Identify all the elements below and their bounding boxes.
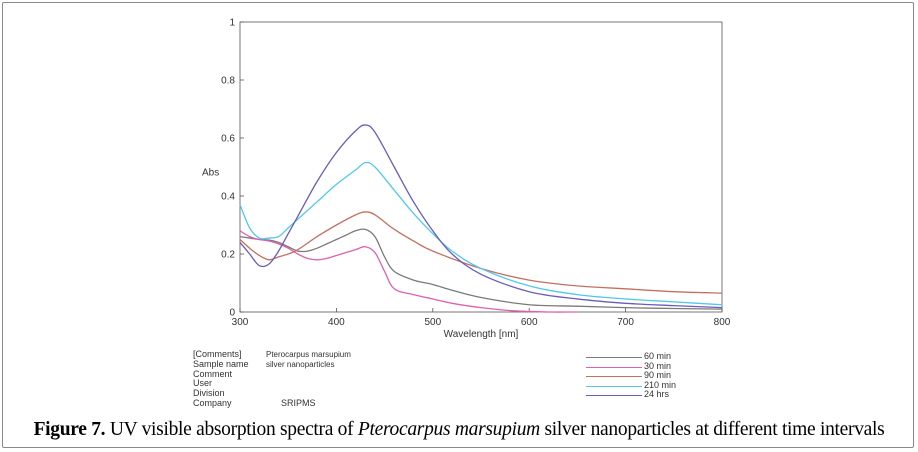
legend-label: 210 min: [644, 379, 677, 390]
y-tick-label: 0.2: [221, 250, 235, 261]
x-axis-label: Wavelength [nm]: [444, 329, 519, 340]
legend-swatch: [586, 395, 642, 396]
chart-legend: 60 min 30 min 90 min 210 min 24 hrs: [586, 351, 716, 400]
legend-swatch: [586, 357, 642, 358]
legend-swatch: [586, 366, 642, 368]
chart-axes: 300 400 500 600 700 800 0 0.2 0.4 0.6 0.8 1 Waveleng…: [202, 18, 731, 341]
series-line-210-min: [239, 161, 723, 306]
x-tick-label: 700: [617, 317, 634, 328]
y-tick-label: 0.6: [221, 134, 235, 145]
x-tick-label: 500: [424, 317, 441, 328]
series-line-90-min: [239, 211, 723, 294]
y-tick-label: 0.8: [221, 76, 235, 87]
meta-key: Sample name: [193, 358, 249, 369]
legend-item: 30 min: [586, 360, 716, 372]
legend-item: 210 min: [586, 379, 716, 391]
x-tick-label: 600: [521, 317, 538, 328]
series-line-60-min: [239, 228, 723, 310]
legend-swatch: [586, 376, 642, 377]
meta-row-user: User: [193, 379, 265, 389]
y-axis-label: Abs: [202, 168, 219, 179]
meta-row-comment: Comment: [193, 368, 265, 380]
legend-swatch: [586, 385, 642, 387]
y-tick-label: 1: [229, 18, 235, 29]
meta-row-division: Division: [193, 388, 265, 399]
meta-key: Company: [193, 397, 232, 408]
series-line-24-hrs: [239, 124, 723, 309]
series-line-30-min: [239, 230, 578, 313]
meta-row-comments: [Comments] Pterocarpus marsupium: [193, 349, 351, 360]
legend-label: 24 hrs: [644, 389, 670, 399]
legend-item: 90 min: [586, 370, 716, 381]
x-tick-label: 300: [232, 317, 249, 328]
meta-row-company: Company SRIPMS: [193, 397, 316, 409]
sample-metadata: [Comments] Pterocarpus marsupium Sample n…: [193, 349, 351, 409]
legend-label: 30 min: [644, 360, 672, 371]
legend-item: 24 hrs: [586, 389, 716, 400]
y-tick-label: 0: [229, 308, 235, 319]
meta-key: Comment: [193, 368, 233, 379]
x-tick-label: 400: [328, 317, 345, 328]
y-tick-label: 0.4: [221, 192, 235, 203]
caption-text: UV visible absorption spectra of: [105, 419, 358, 440]
meta-key: Division: [193, 388, 225, 399]
meta-value: SRIPMS: [281, 397, 316, 408]
absorption-chart: 300 400 500 600 700 800 0 0.2 0.4 0.6 0.8 1 Waveleng…: [202, 18, 731, 341]
meta-row-sample-name: Sample name silver nanoparticles: [193, 358, 334, 370]
legend-item: 60 min: [586, 351, 716, 362]
meta-value: silver nanoparticles: [266, 359, 335, 369]
meta-key: User: [193, 378, 213, 389]
caption-text: silver nanoparticles at different time i…: [539, 419, 885, 440]
caption-label: Figure 7.: [33, 419, 106, 440]
meta-value: Pterocarpus marsupium: [266, 350, 351, 359]
x-tick-label: 800: [714, 317, 731, 328]
legend-label: 90 min: [644, 370, 672, 380]
chart-series: [239, 124, 723, 313]
meta-key: [Comments]: [193, 349, 242, 359]
plot-area: [239, 21, 723, 313]
legend-label: 60 min: [644, 351, 672, 361]
figure-caption: Figure 7. UV visible absorption spectra …: [0, 419, 918, 441]
caption-species: Pterocarpus marsupium: [357, 419, 540, 440]
